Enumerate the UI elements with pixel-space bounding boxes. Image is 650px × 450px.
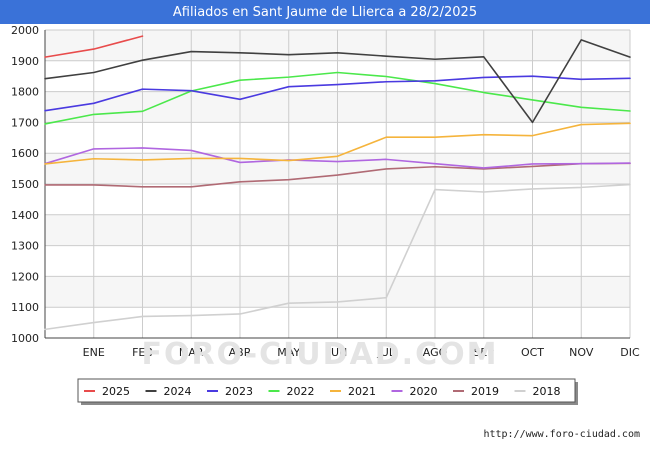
legend-label-2019: 2019 (471, 385, 499, 398)
series-line-2020 (44, 147, 631, 169)
chart-title: Afiliados en Sant Jaume de Llierca a 28/… (173, 5, 477, 20)
series-line-2022 (44, 71, 631, 125)
y-tick-label: 1500 (11, 178, 39, 191)
y-tick-label: 1400 (11, 209, 39, 222)
legend-label-2025: 2025 (102, 385, 130, 398)
series-line-2025 (44, 35, 144, 58)
x-tick-label: AGO (423, 346, 448, 359)
legend-label-2021: 2021 (348, 385, 376, 398)
y-tick-label: 1200 (11, 270, 39, 283)
x-tick-label: DIC (620, 346, 640, 359)
y-tick-label: 1800 (11, 86, 39, 99)
y-tick-label: 1900 (11, 55, 39, 68)
series-line-2021 (44, 122, 631, 165)
x-tick-label: ENE (83, 346, 105, 359)
x-tick-label: SEP (473, 346, 494, 359)
x-tick-label: OCT (521, 346, 544, 359)
y-tick-label: 1100 (11, 301, 39, 314)
source-url: http://www.foro-ciudad.com (483, 429, 640, 440)
legend-label-2020: 2020 (410, 385, 438, 398)
y-tick-label: 1600 (11, 147, 39, 160)
legend-label-2018: 2018 (533, 385, 561, 398)
x-tick-label: FEB (132, 346, 153, 359)
series-line-2018 (44, 183, 631, 331)
legend: 2025 2024 2023 2022 2021 2020 2019 2018 (77, 378, 578, 405)
watermark: FORO-CIUDAD.COM (142, 337, 499, 372)
y-tick-label: 1000 (11, 332, 39, 345)
legend-label-2023: 2023 (225, 385, 253, 398)
legend-label-2024: 2024 (164, 385, 192, 398)
x-tick-label: MAY (277, 346, 300, 359)
x-tick-label: JUL (377, 346, 396, 359)
x-tick-label: MAR (179, 346, 204, 359)
x-tick-label: JUN (327, 346, 348, 359)
y-tick-label: 1300 (11, 240, 39, 253)
x-tick-label: ABR (229, 346, 252, 359)
x-tick-label: NOV (569, 346, 594, 359)
series-line-2024 (44, 39, 631, 124)
y-tick-label: 1700 (11, 116, 39, 129)
series-line-2023 (44, 75, 631, 112)
series-line-2019 (44, 162, 631, 188)
legend-box (77, 378, 576, 403)
y-tick-label: 2000 (11, 24, 39, 37)
title-bar (0, 0, 650, 24)
plot-area: 1000 1100 1200 1300 1400 1500 1600 1700 1800 1900… (11, 24, 640, 359)
legend-label-2022: 2022 (287, 385, 315, 398)
